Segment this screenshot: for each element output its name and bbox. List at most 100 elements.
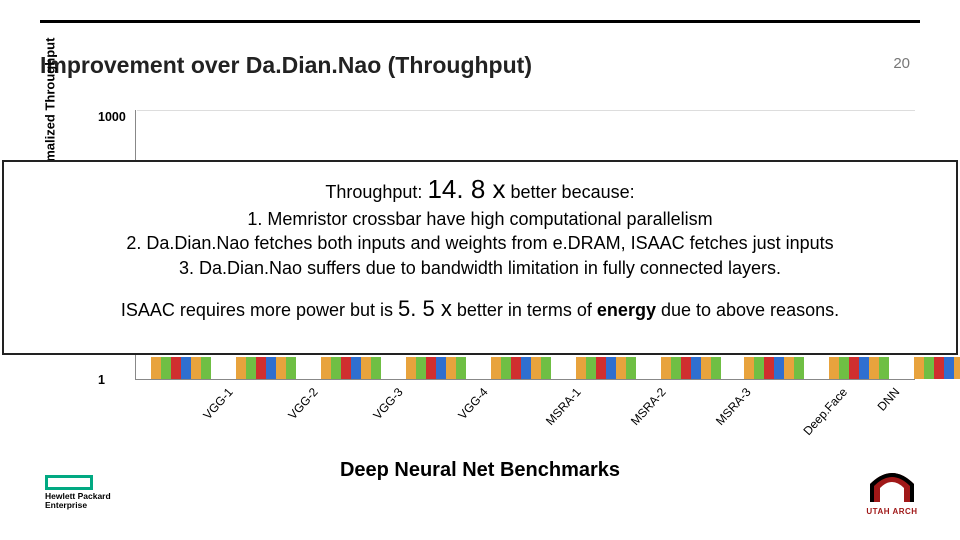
- bar: [606, 357, 616, 379]
- x-tick: VGG-4: [455, 385, 490, 422]
- bar: [446, 357, 456, 379]
- bar: [416, 357, 426, 379]
- bar: [626, 357, 636, 379]
- overlay-bullet-1: 1. Memristor crossbar have high computat…: [4, 207, 956, 231]
- bar: [436, 357, 446, 379]
- bar: [681, 357, 691, 379]
- bar: [286, 357, 296, 379]
- bar: [511, 357, 521, 379]
- bar: [764, 357, 774, 379]
- bar: [406, 357, 416, 379]
- bar: [849, 357, 859, 379]
- bar-cluster: [321, 357, 381, 379]
- bar: [191, 357, 201, 379]
- bar-cluster: [406, 357, 466, 379]
- bar: [266, 357, 276, 379]
- bar: [361, 357, 371, 379]
- bar: [576, 357, 586, 379]
- bar-cluster: [661, 357, 721, 379]
- hpe-logo-box: [45, 475, 93, 490]
- bar: [351, 357, 361, 379]
- bar: [879, 357, 889, 379]
- x-tick: MSRA-2: [628, 385, 669, 428]
- bar-cluster: [914, 357, 960, 379]
- bar-cluster: [151, 357, 211, 379]
- overlay-text-box: Throughput: 14. 8 x better because: 1. M…: [2, 160, 958, 355]
- bar: [426, 357, 436, 379]
- bar: [161, 357, 171, 379]
- bar: [701, 357, 711, 379]
- bar: [774, 357, 784, 379]
- bar: [341, 357, 351, 379]
- bar: [246, 357, 256, 379]
- hpe-logo: Hewlett Packard Enterprise: [45, 475, 111, 510]
- bar: [914, 357, 924, 379]
- overlay-l1-value: 14. 8 x: [427, 174, 505, 204]
- bar: [151, 357, 161, 379]
- y-tick: 1: [98, 373, 105, 387]
- bar: [934, 357, 944, 379]
- utah-arch-logo: UTAH ARCH: [866, 468, 918, 516]
- arch-icon: [866, 468, 918, 504]
- bar: [276, 357, 286, 379]
- bar: [596, 357, 606, 379]
- bar: [616, 357, 626, 379]
- x-tick: VGG-3: [370, 385, 405, 422]
- bar: [501, 357, 511, 379]
- bar: [586, 357, 596, 379]
- hpe-logo-text-2: Enterprise: [45, 501, 111, 510]
- bar-cluster: [744, 357, 804, 379]
- bar: [256, 357, 266, 379]
- x-axis-title: Deep Neural Net Benchmarks: [0, 459, 960, 482]
- bar: [744, 357, 754, 379]
- bar: [201, 357, 211, 379]
- overlay-l1-prefix: Throughput:: [325, 182, 422, 202]
- bar: [491, 357, 501, 379]
- bar: [829, 357, 839, 379]
- overlay-l1-suffix: better because:: [511, 182, 635, 202]
- bar: [859, 357, 869, 379]
- overlay-l2-prefix: ISAAC requires more power but is: [121, 300, 393, 320]
- x-tick: DNN: [875, 385, 903, 414]
- bar: [794, 357, 804, 379]
- overlay-bullet-2: 2. Da.Dian.Nao fetches both inputs and w…: [4, 231, 956, 255]
- bar: [839, 357, 849, 379]
- bar: [691, 357, 701, 379]
- x-tick: VGG-2: [285, 385, 320, 422]
- overlay-l2-energy: energy: [597, 300, 656, 320]
- page-number: 20: [893, 55, 910, 72]
- bar-cluster: [491, 357, 551, 379]
- bar-cluster: [236, 357, 296, 379]
- x-tick: Deep.Face: [800, 385, 850, 438]
- overlay-l2-value: 5. 5 x: [398, 296, 452, 321]
- bar: [541, 357, 551, 379]
- utah-logo-text: UTAH ARCH: [866, 507, 918, 516]
- top-rule: [40, 20, 920, 23]
- bar: [754, 357, 764, 379]
- bar: [181, 357, 191, 379]
- overlay-bullet-3: 3. Da.Dian.Nao suffers due to bandwidth …: [4, 256, 956, 280]
- y-tick: 1000: [98, 110, 126, 124]
- bar: [954, 357, 960, 379]
- x-tick: MSRA-1: [543, 385, 584, 428]
- bar: [456, 357, 466, 379]
- bar: [236, 357, 246, 379]
- bar: [711, 357, 721, 379]
- bar: [869, 357, 879, 379]
- bar: [331, 357, 341, 379]
- overlay-l2-suf1: better in terms of: [457, 300, 592, 320]
- bar: [521, 357, 531, 379]
- bar: [944, 357, 954, 379]
- x-tick: MSRA-3: [713, 385, 754, 428]
- bar: [531, 357, 541, 379]
- overlay-l2-suf2: due to above reasons.: [661, 300, 839, 320]
- bar: [171, 357, 181, 379]
- x-tick: VGG-1: [200, 385, 235, 422]
- bar: [371, 357, 381, 379]
- bar-cluster: [829, 357, 889, 379]
- bar: [924, 357, 934, 379]
- bar: [671, 357, 681, 379]
- bar: [784, 357, 794, 379]
- bar: [661, 357, 671, 379]
- bar: [321, 357, 331, 379]
